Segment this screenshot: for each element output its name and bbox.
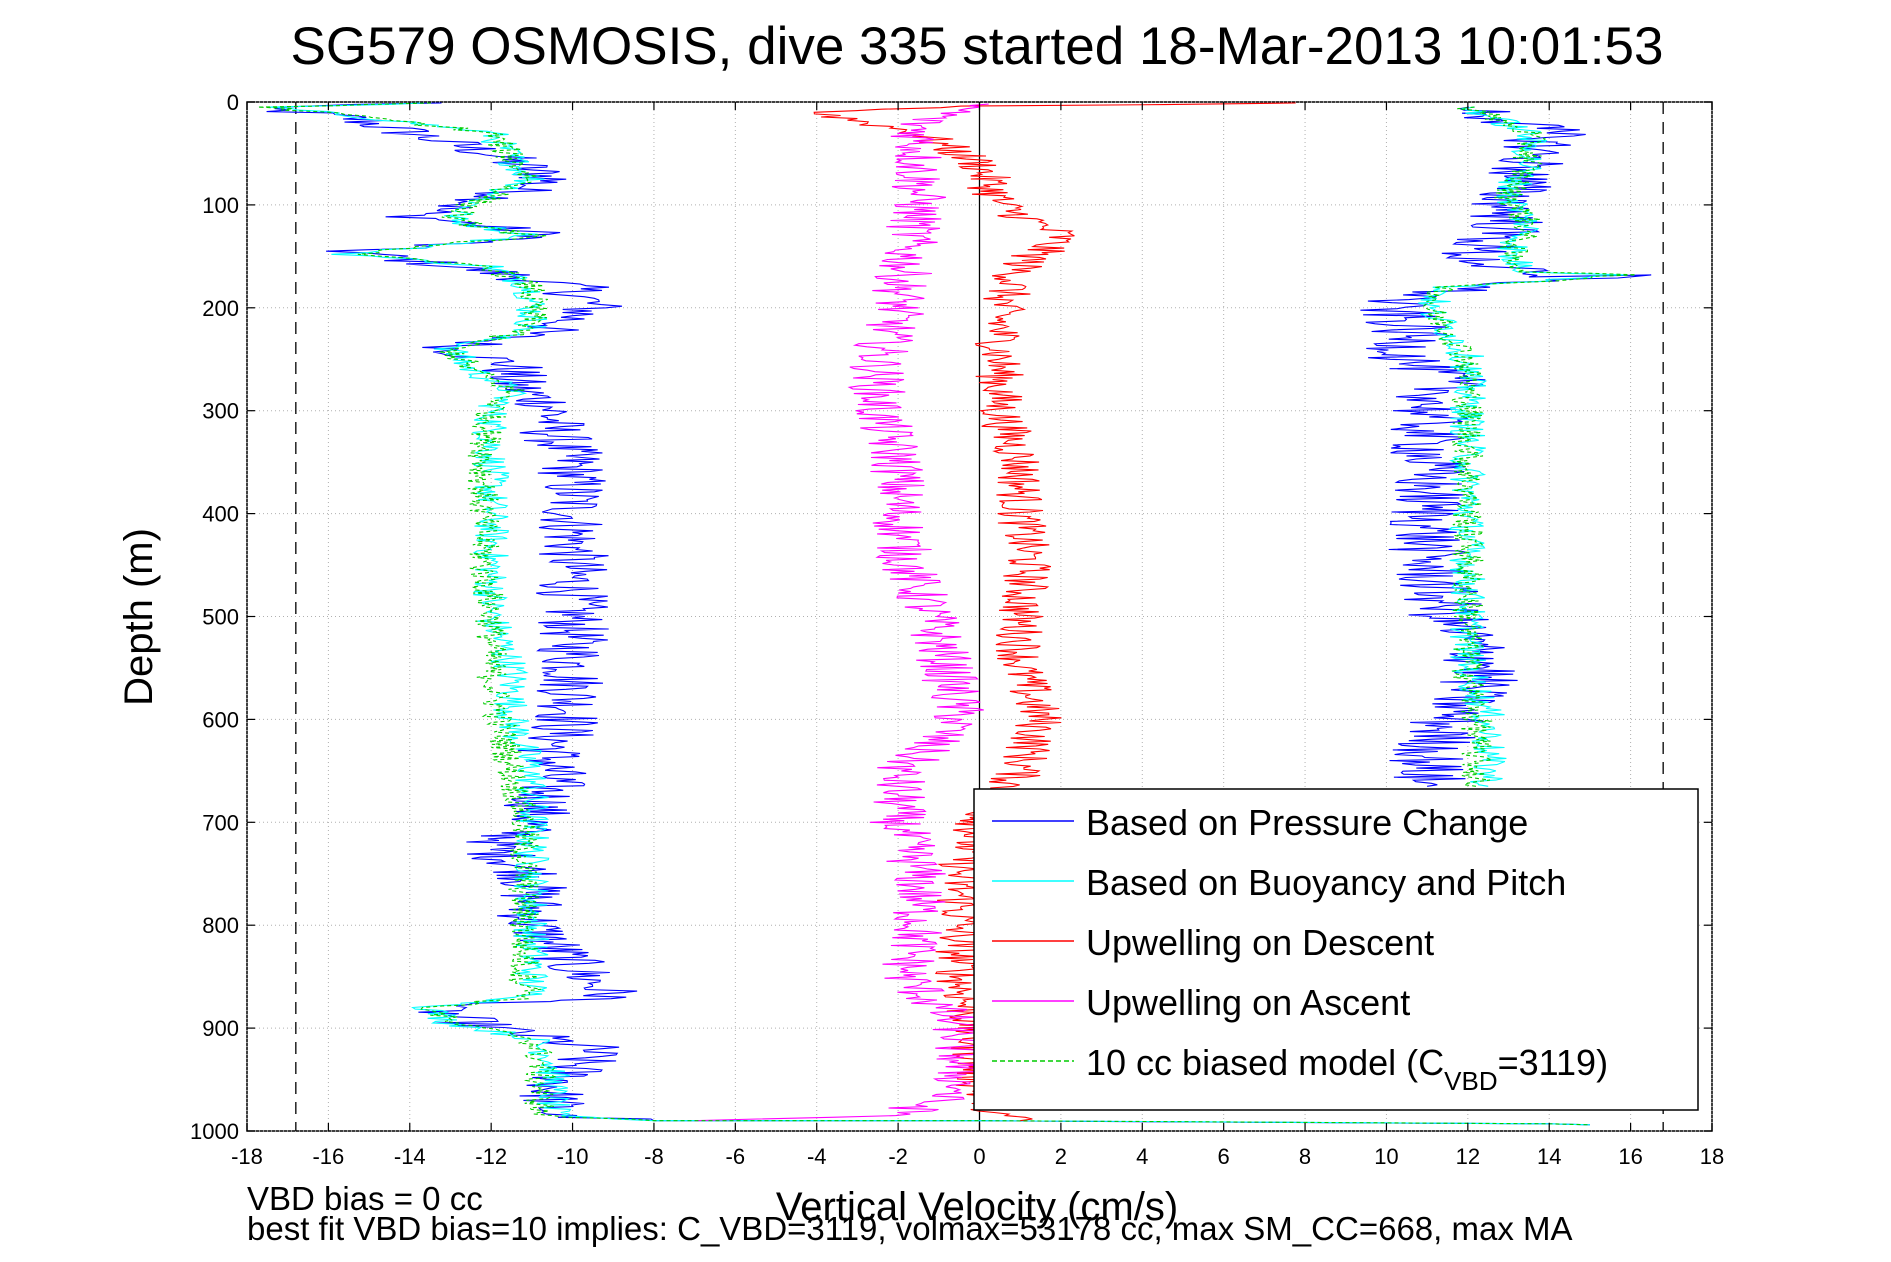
- x-tick-label: -10: [557, 1144, 589, 1169]
- x-tick-label: 14: [1537, 1144, 1561, 1169]
- x-tick-label: 4: [1136, 1144, 1148, 1169]
- y-tick-label: 500: [202, 605, 239, 630]
- y-tick-label: 200: [202, 296, 239, 321]
- x-tick-label: -18: [231, 1144, 263, 1169]
- legend: Based on Pressure Change Based on Buoyanc…: [973, 788, 1699, 1111]
- footnote-best-fit: best fit VBD bias=10 implies: C_VBD=3119…: [247, 1210, 1573, 1247]
- y-tick-label: 800: [202, 913, 239, 938]
- series-line-3: [694, 103, 989, 1122]
- series-line-2: [813, 102, 1296, 1122]
- y-tick-label: 300: [202, 399, 239, 424]
- legend-label: Upwelling on Descent: [1086, 922, 1434, 963]
- legend-label: Based on Buoyancy and Pitch: [1086, 862, 1566, 903]
- y-tick-label: 100: [202, 193, 239, 218]
- x-tick-label: 18: [1700, 1144, 1724, 1169]
- legend-box: [973, 788, 1699, 1111]
- x-tick-label: 10: [1374, 1144, 1398, 1169]
- x-tick-label: 2: [1055, 1144, 1067, 1169]
- x-tick-label: -12: [475, 1144, 507, 1169]
- x-tick-label: 12: [1456, 1144, 1480, 1169]
- x-tick-label: -14: [394, 1144, 426, 1169]
- x-tick-label: -2: [888, 1144, 908, 1169]
- legend-label: Upwelling on Ascent: [1086, 982, 1410, 1023]
- y-tick-label: 400: [202, 502, 239, 527]
- data-series: [257, 102, 1652, 1126]
- series-line-4: [257, 102, 1590, 1126]
- y-tick-label: 1000: [190, 1119, 239, 1144]
- x-tick-label: -8: [644, 1144, 664, 1169]
- axes: -18 -16 -14 -12 -10 -8 -6 -4 -2 0 2 4 6 8 10 12 14 16 18 0 1…: [190, 90, 1724, 1169]
- x-tick-label: -16: [312, 1144, 344, 1169]
- series-line-5: [1360, 106, 1652, 787]
- y-tick-label: 700: [202, 810, 239, 835]
- y-tick-label: 900: [202, 1016, 239, 1041]
- y-axis-label: Depth (m): [117, 528, 161, 706]
- chart-title: SG579 OSMOSIS, dive 335 started 18-Mar-2…: [291, 17, 1664, 76]
- x-tick-label: 16: [1618, 1144, 1642, 1169]
- footnote-vbd-bias: VBD bias = 0 cc: [247, 1180, 483, 1217]
- x-tick-label: 6: [1218, 1144, 1230, 1169]
- x-axis-label: Vertical Velocity (cm/s): [776, 1185, 1178, 1229]
- series-line-7: [1422, 106, 1637, 787]
- x-tick-label: -4: [807, 1144, 827, 1169]
- y-tick-label: 0: [227, 90, 239, 115]
- x-tick-label: 8: [1299, 1144, 1311, 1169]
- x-tick-label: -6: [726, 1144, 746, 1169]
- legend-label: Based on Pressure Change: [1086, 802, 1528, 843]
- x-tick-label: 0: [973, 1144, 985, 1169]
- y-tick-label: 600: [202, 707, 239, 732]
- legend-label: 10 cc biased model (CVBD=3119): [1086, 1042, 1608, 1096]
